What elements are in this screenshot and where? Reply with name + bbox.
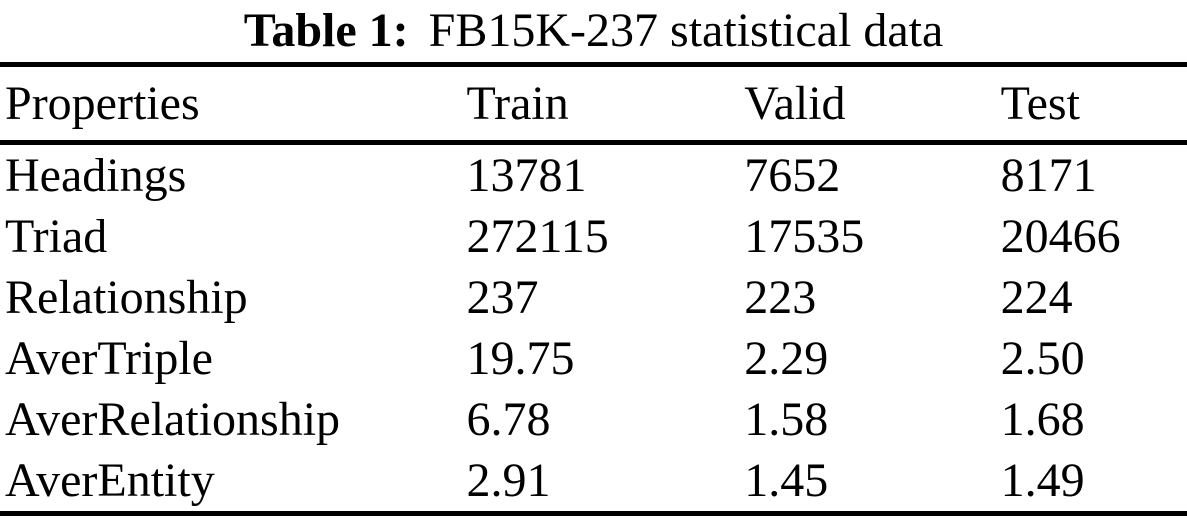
cell-property: Triad bbox=[5, 210, 108, 263]
cell-test: 224 bbox=[1000, 271, 1073, 324]
cell-test: 1.49 bbox=[1000, 454, 1085, 507]
cell-property: AverTriple bbox=[5, 332, 213, 385]
cell-train: 19.75 bbox=[466, 332, 575, 385]
caption-label: Table 1: bbox=[243, 4, 409, 57]
table-row: Headings 13781 7652 8171 bbox=[0, 143, 1187, 207]
table-row: AverRelationship 6.78 1.58 1.68 bbox=[0, 389, 1187, 450]
cell-property: AverRelationship bbox=[5, 393, 341, 446]
column-header-train: Train bbox=[466, 64, 745, 145]
column-header-valid: Valid bbox=[744, 64, 1001, 145]
cell-train: 237 bbox=[466, 271, 539, 324]
cell-valid: 1.58 bbox=[744, 393, 829, 446]
statistics-table: Properties Train Valid Test Headings 137… bbox=[0, 62, 1187, 516]
cell-valid: 223 bbox=[744, 271, 817, 324]
cell-property: Headings bbox=[5, 149, 187, 202]
cell-property: Relationship bbox=[5, 271, 248, 324]
cell-train: 6.78 bbox=[466, 393, 551, 446]
cell-property: AverEntity bbox=[5, 454, 215, 507]
table-row: AverEntity 2.91 1.45 1.49 bbox=[0, 450, 1187, 514]
caption-title: FB15K-237 statistical data bbox=[428, 4, 944, 57]
cell-valid: 2.29 bbox=[744, 332, 829, 385]
cell-train: 2.91 bbox=[466, 454, 551, 507]
table-row: AverTriple 19.75 2.29 2.50 bbox=[0, 328, 1187, 389]
cell-test: 8171 bbox=[1000, 149, 1097, 202]
cell-valid: 7652 bbox=[744, 149, 841, 202]
cell-valid: 17535 bbox=[744, 210, 865, 263]
table-row: Triad 272115 17535 20466 bbox=[0, 206, 1187, 267]
cell-train: 13781 bbox=[466, 149, 587, 202]
table-row: Relationship 237 223 224 bbox=[0, 267, 1187, 328]
column-header-properties: Properties bbox=[0, 64, 467, 145]
cell-train: 272115 bbox=[466, 210, 609, 263]
column-header-test: Test bbox=[1000, 64, 1187, 145]
header-row: Properties Train Valid Test bbox=[0, 64, 1187, 145]
table-caption: Table 1: FB15K-237 statistical data bbox=[0, 5, 1187, 57]
cell-test: 2.50 bbox=[1000, 332, 1085, 385]
cell-test: 20466 bbox=[1000, 210, 1121, 263]
cell-valid: 1.45 bbox=[744, 454, 829, 507]
cell-test: 1.68 bbox=[1000, 393, 1085, 446]
